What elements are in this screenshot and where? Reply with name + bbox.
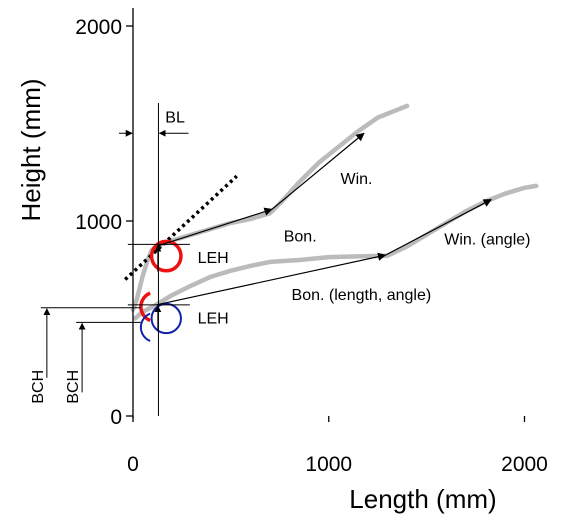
annotation-bl: BL bbox=[165, 110, 185, 127]
annotation-leh-upper: LEH bbox=[198, 250, 229, 267]
axes-layer bbox=[126, 8, 526, 422]
series-layer bbox=[130, 103, 539, 321]
annotation-win-angle: Win. (angle) bbox=[444, 231, 530, 248]
annotation-bch-2: BCH bbox=[65, 370, 82, 404]
y-tick-label: 2000 bbox=[75, 16, 122, 39]
marker-arc-2 bbox=[139, 291, 151, 323]
y-axis-title: Height (mm) bbox=[16, 78, 46, 221]
x-tick-label: 2000 bbox=[501, 453, 548, 476]
segment-arrow-3 bbox=[156, 252, 387, 306]
x-tick-label: 0 bbox=[127, 453, 139, 476]
series-line-2 bbox=[132, 183, 539, 321]
y-tick-label: 1000 bbox=[75, 211, 122, 234]
marker-arc-4 bbox=[139, 312, 151, 342]
annotation-win: Win. bbox=[340, 171, 372, 188]
x-tick-label: 1000 bbox=[305, 453, 352, 476]
marker-circle-1 bbox=[149, 239, 183, 273]
series-line-1 bbox=[130, 103, 410, 312]
y-tick-label: 0 bbox=[110, 406, 122, 429]
x-axis-title: Length (mm) bbox=[349, 484, 496, 514]
annotation-bon-length-angle: Bon. (length, angle) bbox=[292, 287, 432, 304]
marker-circle-3 bbox=[150, 302, 182, 335]
annotation-bon: Bon. bbox=[284, 228, 317, 245]
segment-arrow-1 bbox=[156, 207, 273, 247]
annotation-leh-lower: LEH bbox=[198, 310, 229, 327]
overlay-layer bbox=[40, 103, 492, 416]
segment-arrow-4 bbox=[385, 199, 492, 256]
annotation-bch-1: BCH bbox=[30, 370, 47, 404]
segment-arrow-2 bbox=[271, 132, 365, 210]
